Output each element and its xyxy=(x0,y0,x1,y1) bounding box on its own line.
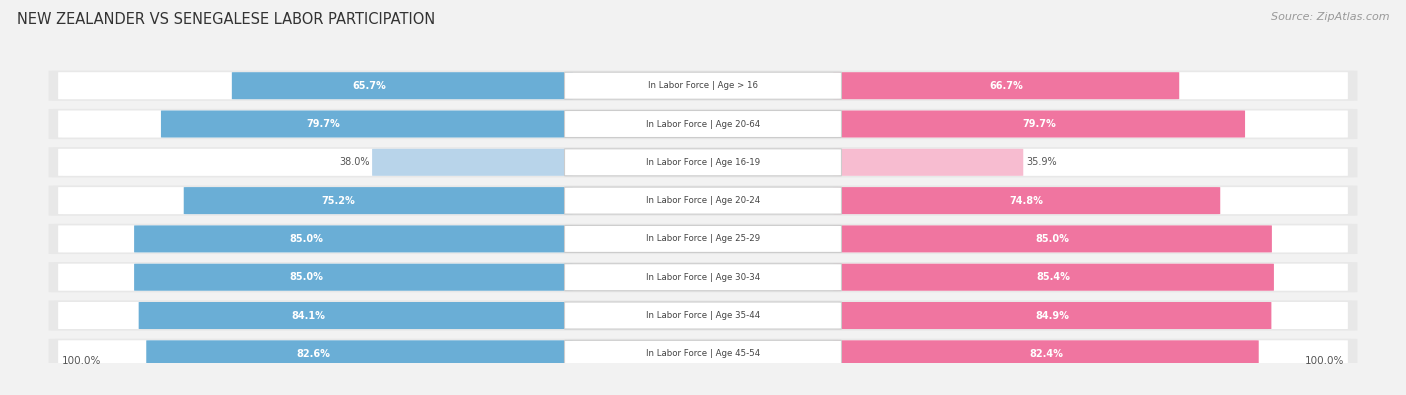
FancyBboxPatch shape xyxy=(48,339,1358,369)
FancyBboxPatch shape xyxy=(48,300,1358,331)
Text: 85.0%: 85.0% xyxy=(288,272,323,282)
FancyBboxPatch shape xyxy=(48,224,1358,254)
FancyBboxPatch shape xyxy=(134,264,572,291)
FancyBboxPatch shape xyxy=(58,302,1348,329)
FancyBboxPatch shape xyxy=(160,111,572,137)
FancyBboxPatch shape xyxy=(834,149,1024,176)
FancyBboxPatch shape xyxy=(834,187,1220,214)
Text: 100.0%: 100.0% xyxy=(1305,356,1344,366)
FancyBboxPatch shape xyxy=(565,149,841,176)
Text: 84.1%: 84.1% xyxy=(292,310,326,320)
FancyBboxPatch shape xyxy=(48,147,1358,177)
Text: 85.0%: 85.0% xyxy=(288,234,323,244)
FancyBboxPatch shape xyxy=(58,340,1348,367)
Text: 79.7%: 79.7% xyxy=(307,119,340,129)
FancyBboxPatch shape xyxy=(565,72,841,99)
FancyBboxPatch shape xyxy=(834,340,1258,367)
FancyBboxPatch shape xyxy=(48,262,1358,292)
FancyBboxPatch shape xyxy=(58,72,1348,99)
FancyBboxPatch shape xyxy=(146,340,572,367)
Text: In Labor Force | Age 30-34: In Labor Force | Age 30-34 xyxy=(645,273,761,282)
Text: 84.9%: 84.9% xyxy=(1035,310,1069,320)
Text: 85.4%: 85.4% xyxy=(1036,272,1070,282)
FancyBboxPatch shape xyxy=(565,340,841,367)
FancyBboxPatch shape xyxy=(565,264,841,291)
Text: In Labor Force | Age 20-64: In Labor Force | Age 20-64 xyxy=(645,120,761,128)
FancyBboxPatch shape xyxy=(834,72,1180,99)
Text: In Labor Force | Age > 16: In Labor Force | Age > 16 xyxy=(648,81,758,90)
Text: In Labor Force | Age 35-44: In Labor Force | Age 35-44 xyxy=(645,311,761,320)
FancyBboxPatch shape xyxy=(834,302,1271,329)
Text: In Labor Force | Age 16-19: In Labor Force | Age 16-19 xyxy=(645,158,761,167)
Text: 35.9%: 35.9% xyxy=(1026,157,1057,167)
FancyBboxPatch shape xyxy=(834,111,1246,137)
FancyBboxPatch shape xyxy=(565,187,841,214)
Text: 38.0%: 38.0% xyxy=(339,157,370,167)
FancyBboxPatch shape xyxy=(58,149,1348,176)
FancyBboxPatch shape xyxy=(565,226,841,252)
Text: 100.0%: 100.0% xyxy=(62,356,101,366)
FancyBboxPatch shape xyxy=(134,226,572,252)
Text: 75.2%: 75.2% xyxy=(321,196,354,206)
Text: 74.8%: 74.8% xyxy=(1010,196,1043,206)
FancyBboxPatch shape xyxy=(565,111,841,137)
Text: In Labor Force | Age 25-29: In Labor Force | Age 25-29 xyxy=(645,234,761,243)
FancyBboxPatch shape xyxy=(232,72,572,99)
FancyBboxPatch shape xyxy=(58,226,1348,252)
FancyBboxPatch shape xyxy=(834,264,1274,291)
FancyBboxPatch shape xyxy=(58,264,1348,291)
FancyBboxPatch shape xyxy=(184,187,572,214)
FancyBboxPatch shape xyxy=(373,149,572,176)
FancyBboxPatch shape xyxy=(58,111,1348,137)
Text: 79.7%: 79.7% xyxy=(1022,119,1056,129)
FancyBboxPatch shape xyxy=(139,302,572,329)
Text: 82.6%: 82.6% xyxy=(297,349,330,359)
FancyBboxPatch shape xyxy=(48,71,1358,101)
Text: NEW ZEALANDER VS SENEGALESE LABOR PARTICIPATION: NEW ZEALANDER VS SENEGALESE LABOR PARTIC… xyxy=(17,12,434,27)
Text: 66.7%: 66.7% xyxy=(990,81,1024,91)
FancyBboxPatch shape xyxy=(58,187,1348,214)
Text: 65.7%: 65.7% xyxy=(353,81,387,91)
FancyBboxPatch shape xyxy=(834,226,1272,252)
Text: 85.0%: 85.0% xyxy=(1036,234,1070,244)
FancyBboxPatch shape xyxy=(48,109,1358,139)
FancyBboxPatch shape xyxy=(565,302,841,329)
Text: Source: ZipAtlas.com: Source: ZipAtlas.com xyxy=(1271,12,1389,22)
Text: In Labor Force | Age 20-24: In Labor Force | Age 20-24 xyxy=(645,196,761,205)
Text: 82.4%: 82.4% xyxy=(1029,349,1063,359)
FancyBboxPatch shape xyxy=(48,186,1358,216)
Text: In Labor Force | Age 45-54: In Labor Force | Age 45-54 xyxy=(645,349,761,358)
